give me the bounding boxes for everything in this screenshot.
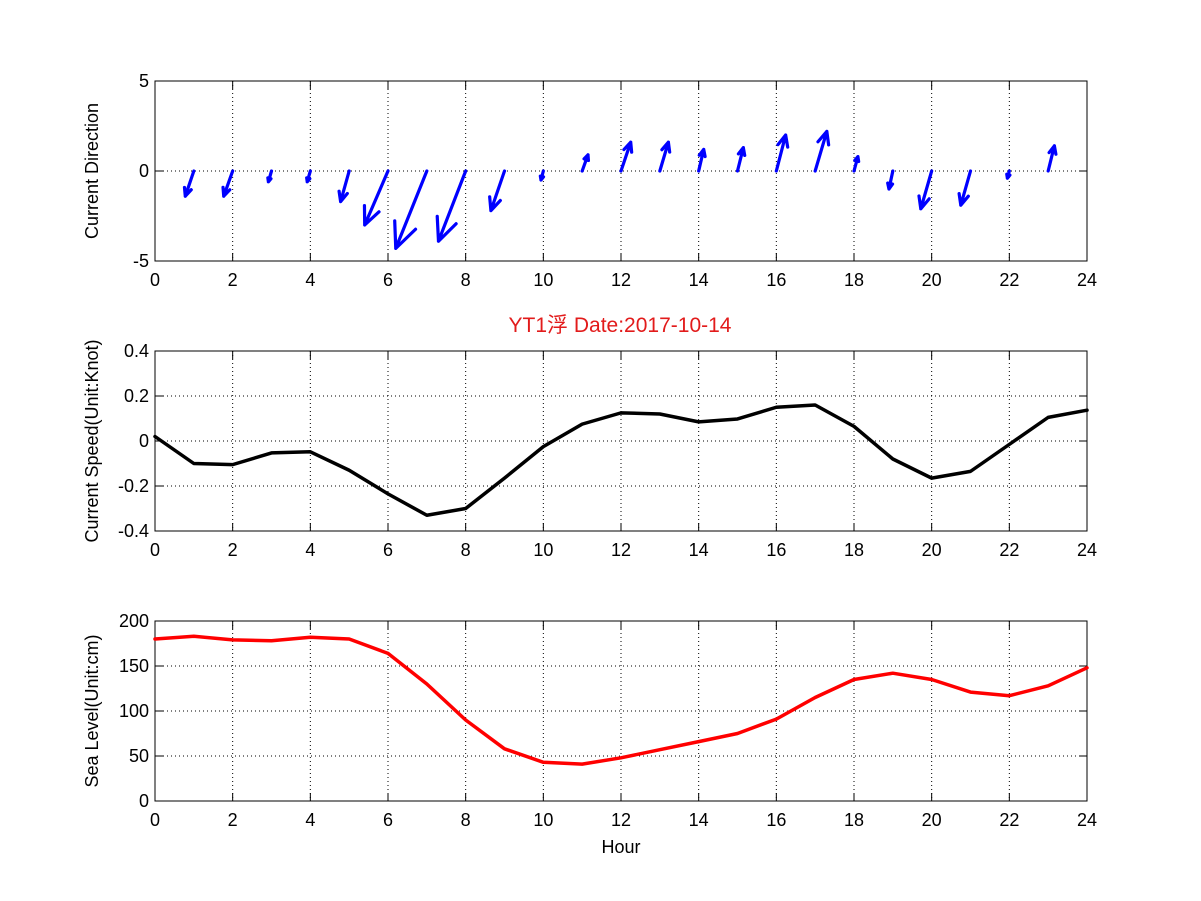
current-arrow-11 <box>580 153 591 173</box>
x-tick-label: 4 <box>305 540 315 560</box>
x-tick-label: 10 <box>533 270 553 290</box>
x-tick-label: 18 <box>844 810 864 830</box>
y-axis-label: Current Speed(Unit:Knot) <box>82 339 102 542</box>
x-tick-label: 24 <box>1077 810 1097 830</box>
y-tick-label: 0 <box>139 431 149 451</box>
current-arrow-20 <box>917 169 934 211</box>
x-axis-label: Hour <box>601 837 640 857</box>
current-arrow-15 <box>735 146 747 173</box>
y-axis-label: Current Direction <box>82 103 102 239</box>
current-arrow-22 <box>1005 169 1012 180</box>
current-arrow-7 <box>393 169 429 250</box>
y-tick-label: 50 <box>129 746 149 766</box>
y-tick-label: -0.2 <box>118 476 149 496</box>
x-tick-label: 20 <box>922 810 942 830</box>
x-tick-label: 0 <box>150 810 160 830</box>
x-tick-label: 22 <box>999 810 1019 830</box>
x-tick-label: 2 <box>228 540 238 560</box>
current-arrow-21 <box>957 169 973 207</box>
x-tick-label: 12 <box>611 810 631 830</box>
current-arrow-13 <box>658 140 672 173</box>
x-tick-label: 2 <box>228 810 238 830</box>
x-tick-label: 16 <box>766 270 786 290</box>
current-arrow-3 <box>266 169 274 184</box>
y-tick-label: 150 <box>119 656 149 676</box>
x-tick-label: 0 <box>150 270 160 290</box>
y-tick-label: 0.2 <box>124 386 149 406</box>
current-arrow-17 <box>813 129 831 173</box>
current-arrow-6 <box>362 169 390 227</box>
x-tick-label: 20 <box>922 540 942 560</box>
x-tick-label: 18 <box>844 540 864 560</box>
y-tick-label: 5 <box>139 71 149 91</box>
x-tick-label: 22 <box>999 270 1019 290</box>
sea-level-line <box>153 634 1089 766</box>
x-tick-label: 18 <box>844 270 864 290</box>
x-tick-label: 10 <box>533 810 553 830</box>
y-tick-label: -0.4 <box>118 521 149 541</box>
x-tick-label: 0 <box>150 540 160 560</box>
chart-title: YT1浮 Date:2017-10-14 <box>509 314 732 337</box>
current-speed-panel: 0 2 4 6 8 10 12 14 16 18 20 22 24-0.4-0.200.20.4Curr… <box>82 339 1097 560</box>
y-tick-label: 0.4 <box>124 341 149 361</box>
x-tick-label: 6 <box>383 270 393 290</box>
current-arrow-14 <box>697 147 707 173</box>
x-tick-label: 24 <box>1077 540 1097 560</box>
current-arrow-19 <box>886 169 895 191</box>
x-tick-label: 12 <box>611 270 631 290</box>
x-tick-label: 24 <box>1077 270 1097 290</box>
current-arrow-4 <box>305 169 312 184</box>
x-tick-label: 14 <box>689 810 709 830</box>
x-tick-label: 12 <box>611 540 631 560</box>
y-axis-label: Sea Level(Unit:cm) <box>82 634 102 787</box>
x-tick-label: 14 <box>689 540 709 560</box>
x-tick-label: 16 <box>766 540 786 560</box>
y-tick-label: -5 <box>133 251 149 271</box>
current-arrow-12 <box>619 140 634 173</box>
x-tick-label: 2 <box>228 270 238 290</box>
current-arrow-9 <box>488 169 507 213</box>
x-tick-label: 20 <box>922 270 942 290</box>
current-arrow-5 <box>337 169 351 204</box>
y-tick-label: 100 <box>119 701 149 721</box>
x-tick-label: 14 <box>689 270 709 290</box>
y-tick-label: 0 <box>139 161 149 181</box>
x-tick-label: 4 <box>305 810 315 830</box>
x-tick-label: 6 <box>383 540 393 560</box>
current-arrow-8 <box>435 169 468 243</box>
x-tick-label: 10 <box>533 540 553 560</box>
current-arrow-18 <box>852 155 861 173</box>
x-tick-label: 22 <box>999 540 1019 560</box>
x-tick-label: 16 <box>766 810 786 830</box>
current-arrow-1 <box>182 169 196 198</box>
x-tick-label: 8 <box>461 540 471 560</box>
x-tick-label: 6 <box>383 810 393 830</box>
x-tick-label: 8 <box>461 270 471 290</box>
current-arrow-16 <box>774 133 790 173</box>
y-tick-label: 200 <box>119 611 149 631</box>
current-arrow-23 <box>1046 144 1058 173</box>
x-tick-label: 4 <box>305 270 315 290</box>
current-arrow-2 <box>221 169 235 198</box>
y-tick-label: 0 <box>139 791 149 811</box>
current-arrow-10 <box>538 169 546 182</box>
x-tick-label: 8 <box>461 810 471 830</box>
current-speed-line <box>153 403 1089 517</box>
